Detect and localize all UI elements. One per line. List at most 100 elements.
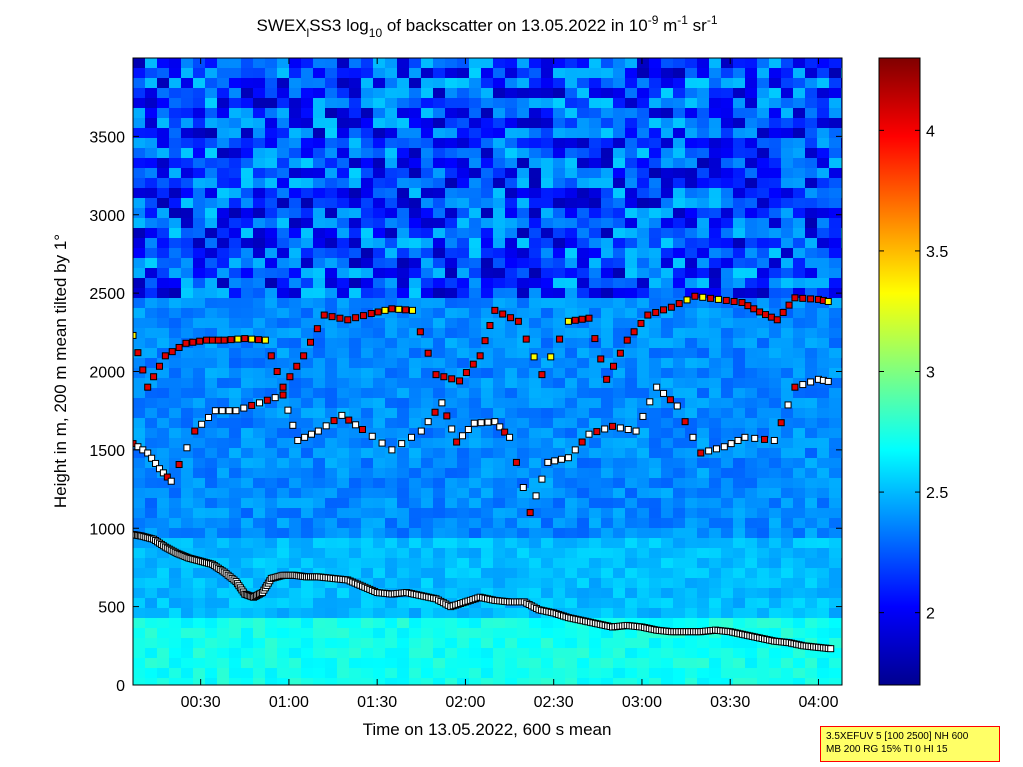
- heatmap-cell: [409, 488, 422, 499]
- heatmap-cell: [661, 398, 674, 409]
- heatmap-cell: [577, 538, 590, 549]
- layer-marker: [328, 313, 336, 321]
- heatmap-cell: [505, 218, 518, 229]
- heatmap-cell: [217, 438, 230, 449]
- heatmap-cell: [433, 448, 446, 459]
- heatmap-cell: [397, 608, 410, 619]
- heatmap-cell: [421, 198, 434, 209]
- heatmap-cell: [721, 98, 734, 109]
- heatmap-cell: [805, 128, 818, 139]
- heatmap-cell: [553, 378, 566, 389]
- heatmap-cell: [589, 78, 602, 89]
- heatmap-cell: [253, 368, 266, 379]
- heatmap-cell: [253, 308, 266, 319]
- heatmap-cell: [481, 138, 494, 149]
- heatmap-cell: [697, 78, 710, 89]
- heatmap-cell: [217, 248, 230, 259]
- heatmap-cell: [289, 88, 302, 99]
- heatmap-cell: [169, 68, 182, 79]
- heatmap-cell: [433, 338, 446, 349]
- heatmap-cell: [193, 498, 206, 509]
- heatmap-cell: [493, 458, 506, 469]
- heatmap-cell: [193, 538, 206, 549]
- heatmap-cell: [373, 658, 386, 669]
- heatmap-cell: [301, 218, 314, 229]
- heatmap-cell: [133, 428, 146, 439]
- heatmap-cell: [241, 338, 254, 349]
- heatmap-cell: [637, 528, 650, 539]
- heatmap-cell: [553, 178, 566, 189]
- heatmap-cell: [529, 128, 542, 139]
- heatmap-cell: [721, 658, 734, 669]
- heatmap-cell: [313, 628, 326, 639]
- heatmap-cell: [757, 448, 770, 459]
- heatmap-cell: [133, 288, 146, 299]
- heatmap-cell: [229, 268, 242, 279]
- heatmap-cell: [589, 408, 602, 419]
- heatmap-cell: [349, 178, 362, 189]
- heatmap-cell: [781, 138, 794, 149]
- heatmap-cell: [205, 138, 218, 149]
- heatmap-cell: [553, 428, 566, 439]
- heatmap-cell: [625, 648, 638, 659]
- heatmap-cell: [433, 458, 446, 469]
- heatmap-cell: [397, 398, 410, 409]
- heatmap-cell: [841, 198, 842, 209]
- heatmap-cell: [181, 438, 194, 449]
- heatmap-cell: [421, 118, 434, 129]
- heatmap-cell: [265, 68, 278, 79]
- heatmap-cell: [229, 178, 242, 189]
- heatmap-cell: [229, 78, 242, 89]
- heatmap-cell: [385, 278, 398, 289]
- heatmap-cell: [757, 108, 770, 119]
- heatmap-cell: [805, 588, 818, 599]
- heatmap-cell: [349, 68, 362, 79]
- heatmap-cell: [397, 58, 410, 69]
- heatmap-cell: [361, 118, 374, 129]
- heatmap-cell: [541, 388, 554, 399]
- heatmap-cell: [409, 228, 422, 239]
- heatmap-cell: [637, 518, 650, 529]
- heatmap-cell: [421, 498, 434, 509]
- heatmap-cell: [661, 598, 674, 609]
- heatmap-cell: [793, 68, 806, 79]
- heatmap-cell: [781, 598, 794, 609]
- heatmap-cell: [289, 518, 302, 529]
- heatmap-cell: [217, 598, 230, 609]
- heatmap-cell: [241, 148, 254, 159]
- heatmap-cell: [457, 488, 470, 499]
- heatmap-cell: [433, 588, 446, 599]
- heatmap-cell: [841, 98, 842, 109]
- heatmap-cell: [349, 278, 362, 289]
- heatmap-cell: [553, 458, 566, 469]
- heatmap-cell: [817, 388, 830, 399]
- heatmap-cell: [253, 98, 266, 109]
- heatmap-cell: [409, 548, 422, 559]
- heatmap-cell: [745, 528, 758, 539]
- heatmap-cell: [481, 578, 494, 589]
- heatmap-cell: [733, 118, 746, 129]
- heatmap-cell: [505, 168, 518, 179]
- heatmap-cell: [349, 98, 362, 109]
- heatmap-cell: [349, 508, 362, 519]
- heatmap-cell: [241, 418, 254, 429]
- heatmap-cell: [565, 238, 578, 249]
- layer-marker: [395, 305, 403, 313]
- heatmap-cell: [709, 638, 722, 649]
- heatmap-cell: [433, 58, 446, 69]
- heatmap-cell: [829, 488, 842, 499]
- heatmap-cell: [433, 428, 446, 439]
- heatmap-cell: [397, 488, 410, 499]
- heatmap-cell: [829, 258, 842, 269]
- heatmap-cell: [313, 198, 326, 209]
- heatmap-cell: [481, 468, 494, 479]
- heatmap-cell: [157, 528, 170, 539]
- heatmap-cell: [241, 438, 254, 449]
- heatmap-cell: [697, 378, 710, 389]
- heatmap-cell: [817, 178, 830, 189]
- heatmap-cell: [265, 258, 278, 269]
- heatmap-cell: [133, 498, 146, 509]
- heatmap-cell: [361, 78, 374, 89]
- heatmap-cell: [541, 408, 554, 419]
- heatmap-cell: [253, 58, 266, 69]
